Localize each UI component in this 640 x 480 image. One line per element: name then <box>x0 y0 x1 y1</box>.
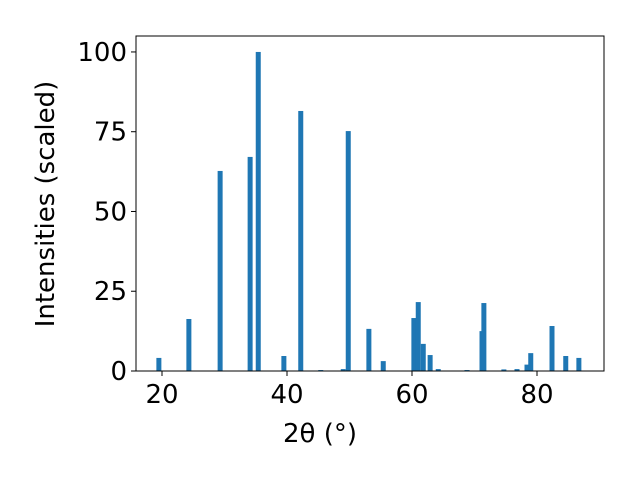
bar <box>420 343 426 371</box>
bar <box>563 356 569 371</box>
bar <box>186 318 192 371</box>
bar <box>427 355 433 371</box>
bar <box>345 131 351 371</box>
x-tick-label: 20 <box>145 380 178 410</box>
bar <box>501 369 507 371</box>
bar <box>340 369 346 371</box>
y-tick-label: 50 <box>94 197 127 227</box>
bar <box>298 110 304 371</box>
x-tick-label: 40 <box>270 380 303 410</box>
bar <box>281 356 287 371</box>
y-tick-label: 25 <box>94 277 127 307</box>
bar <box>217 170 223 371</box>
bar <box>528 353 534 371</box>
bar <box>247 156 253 371</box>
plot-frame <box>135 35 605 372</box>
x-axis-label: 2θ (°) <box>283 419 357 449</box>
bar <box>255 51 261 371</box>
bar <box>411 318 417 371</box>
bar <box>156 357 162 371</box>
x-tick-label: 80 <box>520 380 553 410</box>
bar <box>481 303 487 371</box>
y-tick-label: 0 <box>110 357 127 387</box>
bar <box>576 357 582 371</box>
bar <box>524 364 530 371</box>
bar <box>366 328 372 371</box>
y-axis-label: Intensities (scaled) <box>31 81 61 328</box>
y-tick-label: 100 <box>77 38 127 68</box>
bar <box>549 326 555 371</box>
x-tick-label: 60 <box>395 380 428 410</box>
bar <box>380 361 386 371</box>
bar <box>415 302 421 371</box>
bar <box>514 369 520 371</box>
y-tick-label: 75 <box>94 118 127 148</box>
bar <box>435 369 441 371</box>
